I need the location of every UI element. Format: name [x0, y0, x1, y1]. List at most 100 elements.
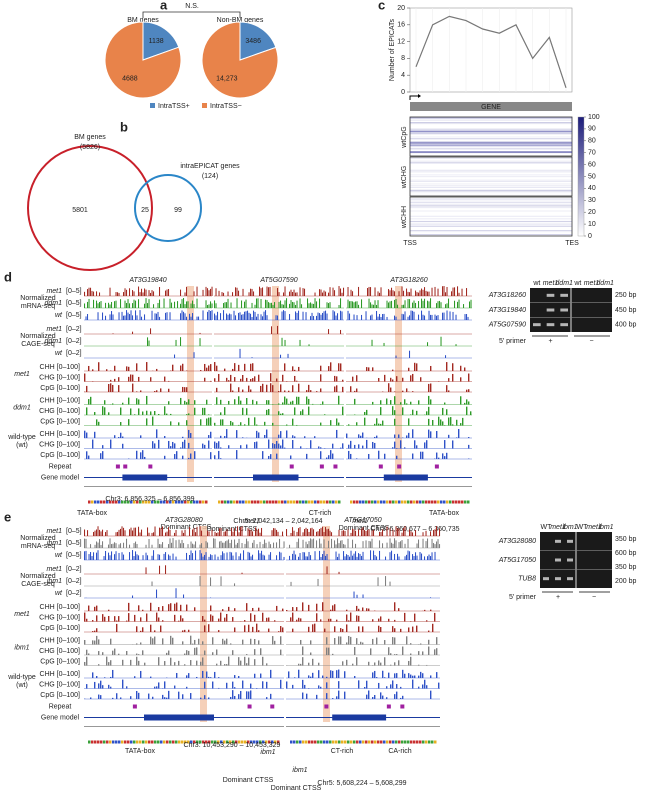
track-signal: [370, 287, 372, 296]
track-signal: [292, 628, 294, 632]
track-signal: [317, 312, 319, 320]
track-signal: [178, 660, 180, 666]
track-signal: [111, 551, 113, 560]
track-signal: [123, 542, 125, 548]
track-signal: [388, 618, 390, 622]
track-signal: [96, 628, 98, 632]
track-signal: [104, 616, 106, 622]
track-signal: [246, 538, 248, 548]
sequence-base: [154, 500, 157, 504]
track-signal: [376, 435, 378, 438]
size-label: 350 bp: [615, 564, 637, 571]
track-signal: [164, 661, 166, 666]
track-signal: [226, 682, 228, 689]
track-signal: [207, 542, 209, 548]
track-signal: [378, 625, 380, 632]
track-signal: [401, 313, 403, 320]
track-signal: [362, 607, 364, 611]
track-signal: [262, 554, 264, 560]
sequence-base: [413, 500, 416, 504]
track-signal: [154, 686, 156, 689]
track-signal: [220, 419, 222, 426]
track-signal: [372, 672, 374, 678]
track-signal: [376, 310, 378, 320]
track-signal: [114, 435, 116, 438]
track-signal: [422, 451, 424, 459]
track-signal: [308, 398, 310, 405]
track-signal: [370, 315, 372, 320]
track-signal: [454, 300, 456, 308]
track-signal: [98, 421, 100, 426]
track-signal: [314, 436, 316, 438]
track-signal: [208, 697, 210, 699]
track-signal: [386, 398, 388, 405]
track-signal: [118, 292, 120, 296]
sequence-base: [281, 500, 284, 504]
track-signal: [336, 418, 338, 426]
track-signal: [428, 630, 430, 632]
track-signal: [427, 291, 429, 296]
track-signal: [166, 413, 168, 415]
track-signal: [193, 528, 195, 536]
track-signal: [380, 627, 382, 632]
track-signal: [361, 299, 363, 308]
track-signal: [97, 542, 99, 548]
track-signal: [283, 541, 285, 548]
plot-frame: [409, 7, 573, 93]
track-signal: [422, 314, 424, 320]
track-signal: [140, 642, 142, 645]
track-signal: [356, 657, 358, 666]
track-signal: [134, 614, 136, 622]
track-signal: [165, 290, 167, 296]
track-signal: [150, 328, 152, 334]
track-signal: [97, 303, 99, 308]
track-signal: [418, 400, 420, 405]
track-signal: [276, 441, 278, 449]
track-signal: [367, 530, 369, 536]
track-signal: [210, 311, 212, 320]
track-signal: [186, 414, 188, 415]
repeat-block: [333, 464, 338, 469]
slice-label: 3486: [245, 38, 261, 45]
track-signal: [220, 612, 222, 622]
exon: [253, 474, 299, 481]
track-signal: [328, 329, 330, 334]
track-signal: [208, 417, 210, 426]
track-signal: [222, 551, 224, 560]
track-signal: [182, 641, 184, 645]
track-signal: [298, 310, 300, 320]
track-signal: [304, 684, 306, 689]
track-signal: [254, 639, 256, 645]
track-signal: [211, 286, 213, 296]
range-label: [0–5]: [66, 552, 82, 559]
track-signal: [230, 696, 232, 699]
track-signal: [84, 538, 86, 548]
track-signal: [298, 538, 300, 548]
meth-track-label: CHG [0–100]: [39, 648, 80, 655]
track-signal: [146, 410, 148, 415]
track-signal: [248, 624, 250, 632]
track-signal: [254, 614, 256, 622]
track-signal: [128, 366, 130, 371]
track-signal: [336, 619, 338, 622]
track-signal: [396, 376, 398, 382]
track-signal: [187, 301, 189, 308]
track-signal: [91, 290, 93, 296]
track-signal: [248, 657, 250, 666]
comparison-label: N.S.: [185, 3, 199, 10]
track-signal: [452, 363, 454, 371]
track-signal: [106, 656, 108, 666]
track-signal: [308, 406, 310, 415]
track-signal: [151, 555, 153, 560]
track-signal: [250, 313, 252, 320]
track-signal: [295, 304, 297, 308]
track-signal: [261, 527, 263, 536]
track-signal: [438, 416, 440, 426]
track-signal: [144, 288, 146, 296]
track-signal: [446, 287, 448, 296]
track-signal: [462, 417, 464, 426]
track-signal: [172, 637, 174, 645]
track-signal: [286, 529, 288, 536]
track-signal: [394, 662, 396, 666]
track-signal: [232, 617, 234, 622]
